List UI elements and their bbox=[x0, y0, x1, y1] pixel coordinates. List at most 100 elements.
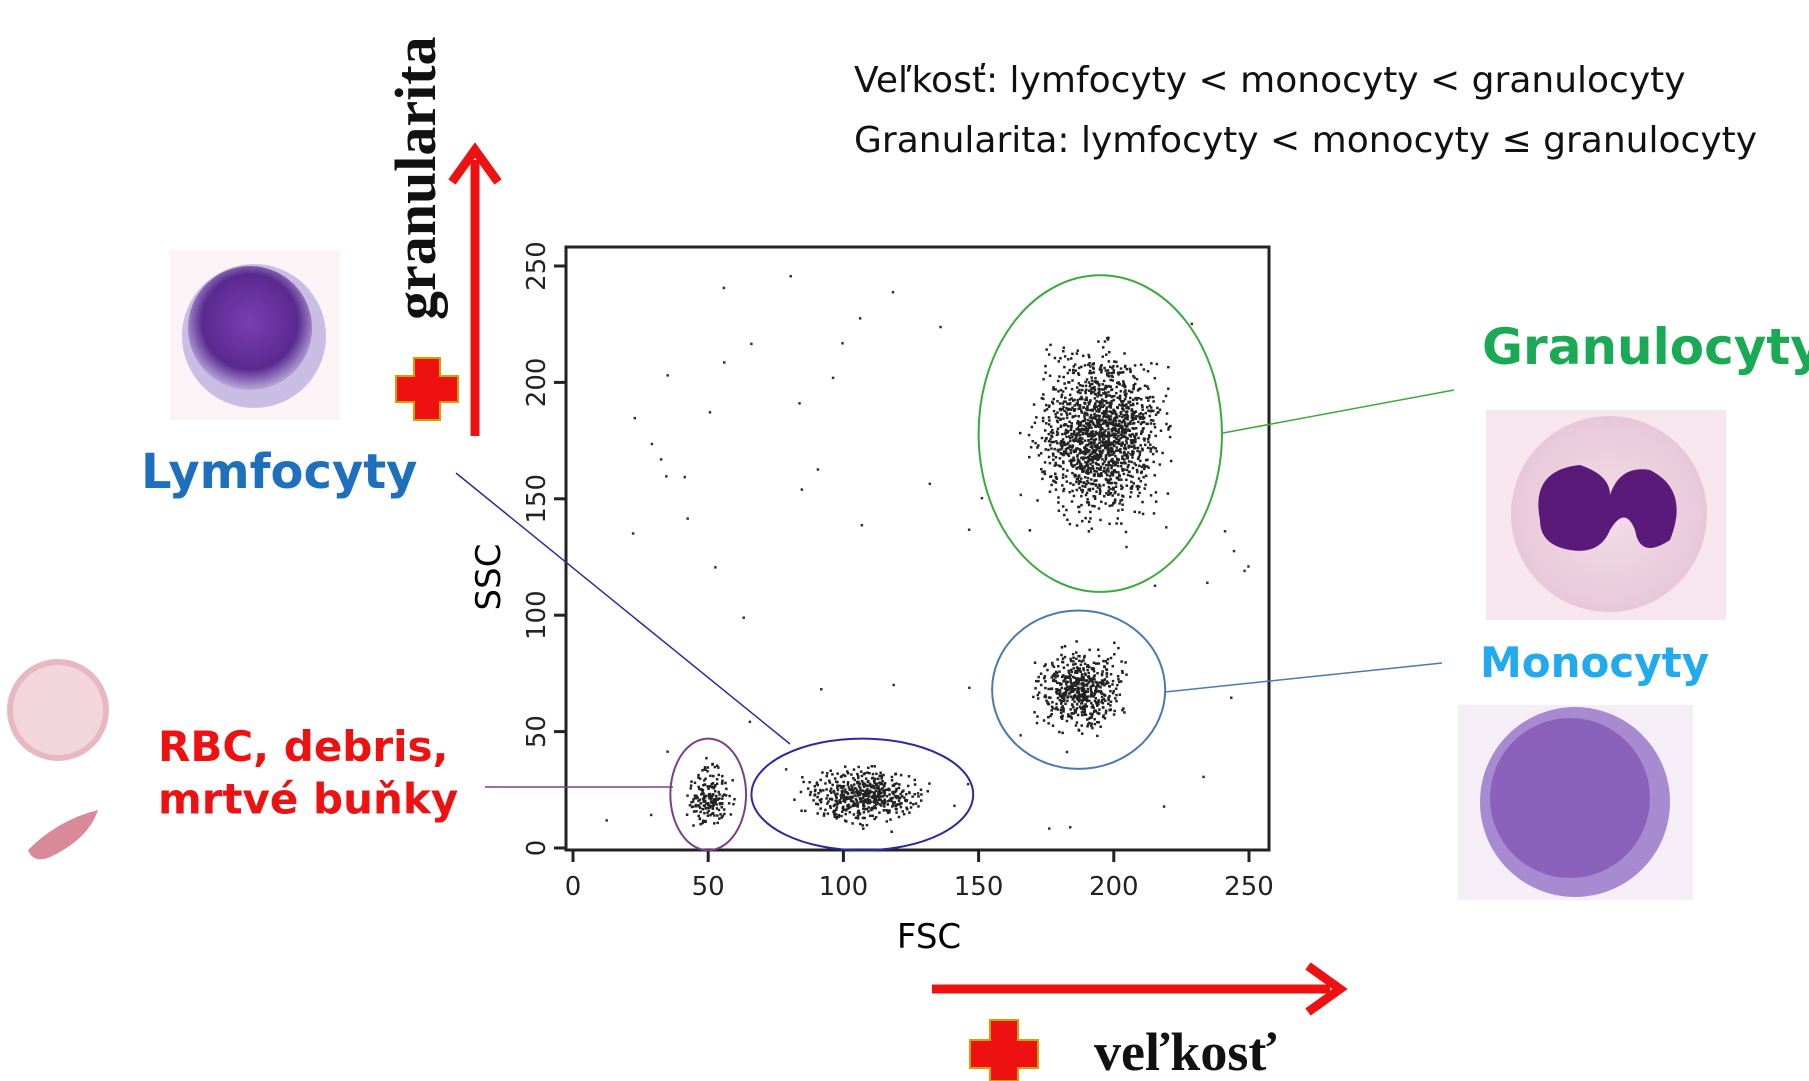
dot bbox=[1072, 706, 1075, 709]
dot bbox=[1085, 447, 1089, 451]
dot bbox=[1139, 444, 1142, 447]
dot bbox=[1036, 446, 1039, 449]
dot bbox=[898, 796, 902, 800]
dot bbox=[1097, 654, 1101, 658]
dot bbox=[1087, 381, 1091, 384]
dot bbox=[1054, 455, 1058, 459]
dot bbox=[718, 797, 721, 800]
dot bbox=[1108, 410, 1111, 413]
dot bbox=[1103, 678, 1107, 681]
dot bbox=[857, 785, 861, 788]
dot bbox=[1064, 702, 1067, 706]
population-label: Lymfocyty bbox=[141, 444, 417, 500]
dot bbox=[1106, 445, 1110, 449]
dot bbox=[1062, 697, 1066, 701]
dot bbox=[1083, 415, 1086, 418]
dot bbox=[1064, 428, 1068, 432]
dot bbox=[868, 792, 871, 795]
dot bbox=[1092, 669, 1096, 673]
dot bbox=[1052, 674, 1056, 677]
dot bbox=[1093, 406, 1096, 410]
dot bbox=[1116, 431, 1120, 435]
dot bbox=[1104, 711, 1108, 715]
dot bbox=[720, 816, 724, 819]
dot bbox=[1094, 380, 1097, 383]
dot bbox=[1097, 703, 1100, 706]
dot bbox=[813, 794, 816, 797]
dot bbox=[1098, 414, 1101, 418]
dot bbox=[828, 781, 832, 784]
dot bbox=[874, 803, 878, 806]
dot bbox=[1090, 444, 1094, 448]
dot bbox=[887, 787, 890, 791]
dot bbox=[1096, 408, 1100, 411]
dot bbox=[1083, 448, 1087, 451]
dot bbox=[1051, 706, 1055, 710]
dot bbox=[872, 779, 876, 783]
dot bbox=[1057, 416, 1060, 420]
dot bbox=[1067, 688, 1070, 692]
dot bbox=[1128, 396, 1132, 400]
dot bbox=[1072, 667, 1075, 670]
dot bbox=[1085, 705, 1089, 708]
dot bbox=[1102, 444, 1105, 447]
dot bbox=[1077, 476, 1080, 479]
dot bbox=[1081, 432, 1085, 436]
dot bbox=[1115, 437, 1119, 441]
dot bbox=[874, 816, 878, 819]
dot bbox=[871, 796, 874, 800]
dot bbox=[1132, 418, 1135, 421]
dot bbox=[845, 809, 848, 812]
dot bbox=[1093, 455, 1096, 459]
dot bbox=[839, 786, 843, 789]
dot bbox=[800, 809, 803, 813]
dot bbox=[1132, 421, 1136, 425]
dot bbox=[836, 802, 839, 805]
dot bbox=[886, 811, 890, 815]
dot bbox=[1103, 460, 1106, 464]
dot bbox=[825, 797, 828, 800]
dot bbox=[1114, 424, 1117, 427]
dot bbox=[1098, 452, 1102, 456]
dot bbox=[856, 814, 860, 817]
dot bbox=[1107, 384, 1110, 388]
dot bbox=[1124, 410, 1128, 414]
dot bbox=[1077, 505, 1080, 509]
dot bbox=[1105, 468, 1109, 471]
dot bbox=[1247, 565, 1250, 568]
dot bbox=[1143, 463, 1146, 467]
dot bbox=[849, 795, 853, 799]
dot bbox=[717, 773, 721, 777]
dot bbox=[1120, 421, 1123, 424]
dot bbox=[905, 806, 908, 809]
dot bbox=[1082, 456, 1086, 459]
dot bbox=[841, 786, 845, 790]
dot bbox=[890, 799, 893, 803]
dot bbox=[711, 763, 714, 766]
dot bbox=[826, 794, 829, 797]
dot bbox=[1047, 687, 1050, 691]
dot bbox=[1070, 703, 1074, 706]
dot bbox=[701, 821, 704, 825]
dot bbox=[882, 773, 885, 777]
dot bbox=[917, 805, 920, 808]
dot bbox=[843, 808, 846, 811]
dot bbox=[1079, 467, 1082, 471]
dot bbox=[968, 686, 971, 690]
dot bbox=[875, 772, 878, 776]
dot bbox=[1095, 419, 1099, 422]
dot bbox=[1142, 427, 1145, 430]
dot bbox=[1117, 471, 1120, 474]
dot bbox=[827, 779, 831, 782]
dot bbox=[1202, 775, 1205, 779]
leader-line bbox=[455, 472, 791, 745]
dot bbox=[1083, 411, 1087, 415]
dot bbox=[1095, 448, 1098, 451]
dot bbox=[861, 824, 864, 827]
dot bbox=[1147, 440, 1150, 444]
dot bbox=[1132, 398, 1135, 402]
dot bbox=[883, 801, 887, 804]
dot bbox=[724, 794, 728, 797]
dot bbox=[853, 778, 857, 782]
dot bbox=[1050, 447, 1053, 450]
